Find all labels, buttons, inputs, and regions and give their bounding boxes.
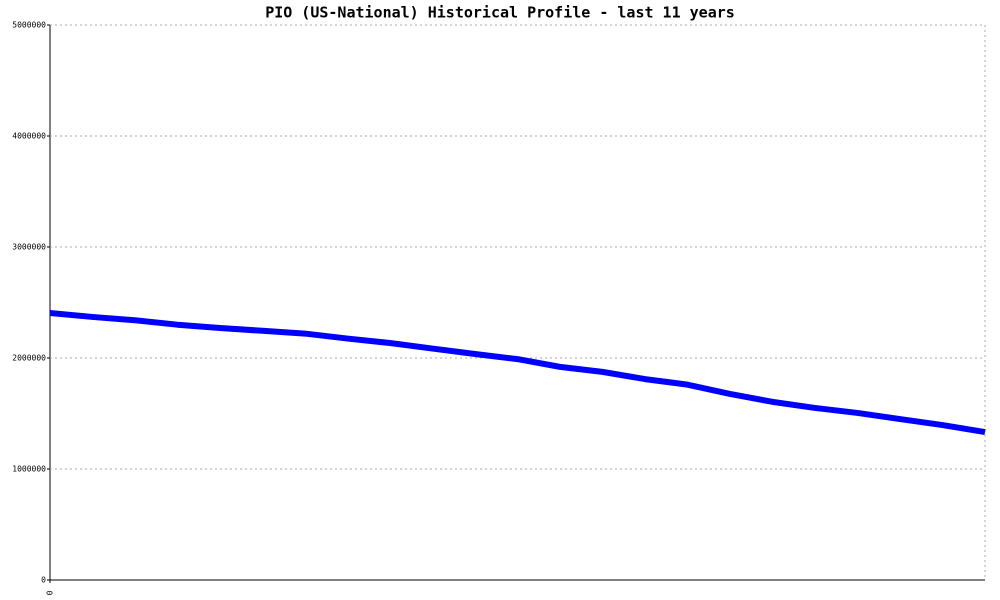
x-tick-label: 0 (46, 590, 55, 595)
y-tick-label: 1000000 (12, 465, 46, 474)
y-tick-label: 5000000 (12, 21, 46, 30)
y-tick-label: 0 (41, 576, 46, 585)
data-line (49, 310, 986, 435)
y-tick-label: 2000000 (12, 354, 46, 363)
chart-title: PIO (US-National) Historical Profile - l… (265, 4, 735, 22)
y-tick-label: 4000000 (12, 132, 46, 141)
y-tick-label: 3000000 (12, 243, 46, 252)
